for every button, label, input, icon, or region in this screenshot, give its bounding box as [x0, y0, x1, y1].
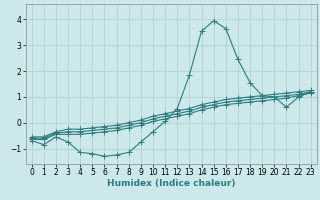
X-axis label: Humidex (Indice chaleur): Humidex (Indice chaleur)	[107, 179, 236, 188]
